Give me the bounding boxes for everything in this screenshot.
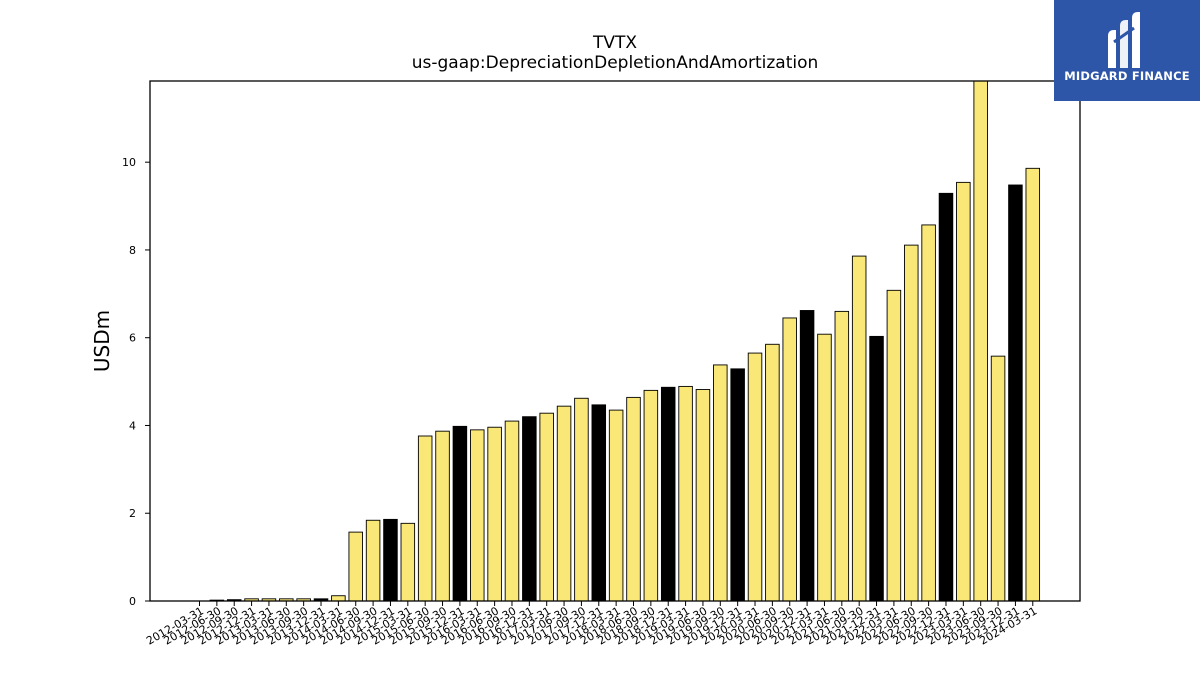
y-tick-label: 0	[129, 595, 136, 608]
bar-2022-09-30	[921, 224, 936, 602]
bar-2017-06-30	[556, 405, 572, 602]
midgard-logo-icon	[1108, 12, 1140, 68]
bar-2022-12-31	[938, 192, 954, 602]
brand-name: MIDGARD FINANCE	[1064, 69, 1190, 83]
bar-2015-06-30	[417, 435, 433, 602]
y-tick-label: 2	[129, 507, 136, 520]
bar-2014-09-30	[365, 519, 381, 602]
bar-2017-12-31	[591, 404, 607, 602]
bar-2018-06-30	[626, 396, 641, 602]
bar-2016-09-30	[504, 420, 520, 602]
bar-2014-06-30	[348, 531, 363, 602]
bar-2017-03-31	[539, 412, 554, 602]
bar-2019-06-30	[695, 389, 711, 602]
bar-2016-12-31	[522, 416, 537, 602]
bar-2021-03-31	[817, 333, 832, 602]
bar-2022-06-30	[904, 244, 919, 602]
y-tick-label: 8	[129, 244, 136, 257]
bar-2014-12-31	[383, 518, 398, 602]
bar-2018-12-31	[660, 386, 676, 602]
bar-2018-09-30	[643, 389, 659, 602]
bar-2015-12-31	[452, 425, 468, 602]
bar-2019-03-31	[678, 385, 693, 602]
bar-2021-06-30	[834, 310, 850, 602]
bar-2015-03-31	[400, 522, 416, 602]
bar-2024-03-31	[1025, 167, 1041, 602]
bar-2021-12-31	[869, 335, 884, 602]
bar-2023-03-31	[956, 181, 971, 602]
bar-2018-03-31	[608, 409, 624, 602]
bars-group	[209, 80, 1041, 602]
brand-logo: MIDGARD FINANCE	[1054, 0, 1200, 101]
bar-2014-03-31	[331, 595, 346, 602]
bar-2020-12-31	[799, 310, 815, 602]
bar-2016-03-31	[470, 429, 485, 602]
y-tick-label: 6	[129, 332, 136, 345]
bar-2020-06-30	[765, 343, 780, 602]
y-ticks-group: 0 2 4 6 8 10	[122, 156, 150, 608]
chart-subtitle: us-gaap:DepreciationDepletionAndAmortiza…	[412, 53, 819, 73]
x-ticks-group: 2012-03-312012-06-302012-09-302012-12-31…	[144, 601, 1039, 648]
y-tick-label: 4	[129, 419, 136, 432]
bar-2021-09-30	[851, 255, 867, 602]
bar-2020-03-31	[747, 352, 763, 602]
bar-2017-09-30	[574, 397, 589, 602]
y-tick-label: 10	[122, 156, 136, 169]
bar-2022-03-31	[886, 289, 902, 602]
bar-2023-09-30	[990, 355, 1006, 602]
chart-title: TVTX	[592, 33, 637, 53]
bar-2023-12-31	[1008, 184, 1023, 602]
bar-2016-06-30	[487, 426, 502, 602]
plot-frame	[149, 80, 1081, 602]
bar-2015-09-30	[435, 430, 450, 602]
bar-2023-06-30	[973, 80, 988, 602]
y-axis-label: USDm	[90, 310, 114, 372]
bar-2020-09-30	[782, 317, 797, 602]
bar-2019-12-31	[730, 368, 745, 602]
bar-2019-09-30	[713, 364, 728, 602]
